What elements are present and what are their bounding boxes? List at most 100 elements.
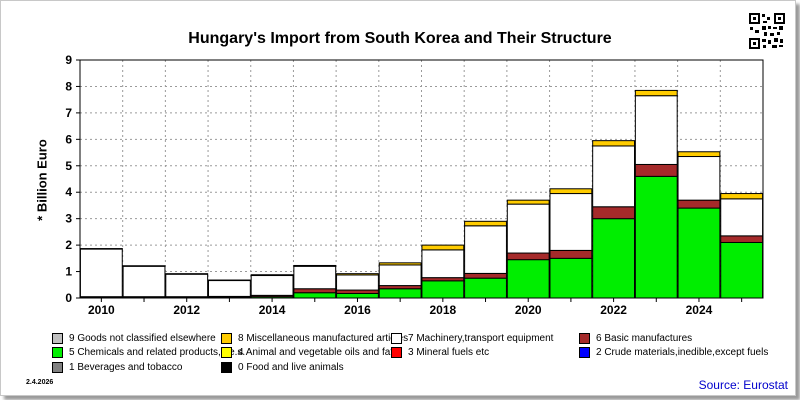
x-tick-label: 2014: [259, 303, 286, 317]
bar-segment: [79, 248, 123, 298]
legend-item: 4 Animal and vegetable oils and fats: [221, 347, 398, 358]
qr-code-icon: [748, 12, 786, 50]
legend-label: 5 Chemicals and related products,n.e.s.: [69, 347, 246, 358]
x-tick-label: 2022: [600, 303, 627, 317]
x-tick-label: 2010: [88, 303, 115, 317]
y-tick-label: 0: [65, 291, 72, 305]
bar-segment: [336, 289, 379, 295]
bar-segment: [592, 218, 636, 299]
y-tick-label: 4: [65, 185, 72, 199]
x-tick-label: 2020: [515, 303, 542, 317]
y-tick-label: 8: [65, 79, 72, 93]
legend-label: 4 Animal and vegetable oils and fats: [238, 347, 399, 358]
legend-swatch: [391, 333, 402, 344]
legend-swatch: [221, 347, 232, 358]
legend-label: 7 Machinery,transport equipment: [408, 333, 554, 344]
bar-segment: [549, 193, 593, 251]
bar-segment: [250, 275, 294, 296]
bar-segment: [207, 280, 251, 297]
date-stamp: 2.4.2026: [26, 379, 54, 386]
bar-segment: [79, 248, 123, 250]
bar-segment: [549, 188, 593, 195]
bar-segment: [421, 280, 465, 299]
bar-segment: [592, 140, 636, 147]
legend-swatch: [52, 362, 63, 373]
bar-segment: [634, 89, 678, 97]
legend-swatch: [579, 347, 590, 358]
legend-swatch: [52, 347, 63, 358]
bar-segment: [506, 259, 550, 299]
bar-segment: [336, 293, 379, 299]
bar-segment: [506, 252, 550, 261]
legend-swatch: [579, 333, 590, 344]
bar-segment: [549, 249, 593, 259]
y-tick-label: 9: [65, 53, 72, 67]
legend-item: 2 Crude materials,inedible,except fuels: [579, 347, 768, 358]
y-tick-label: 2: [65, 238, 72, 252]
source-label: Source: Eurostat: [698, 378, 788, 392]
legend-label: 8 Miscellaneous manufactured articles: [238, 333, 409, 344]
bar-segment: [378, 288, 422, 299]
plot-border: [79, 59, 764, 299]
bar-segment: [293, 264, 337, 267]
x-tick-label: 2018: [429, 303, 456, 317]
legend-item: 3 Mineral fuels etc: [391, 347, 489, 358]
legend-label: 3 Mineral fuels etc: [408, 347, 490, 358]
bar-segment: [464, 220, 507, 227]
legend-swatch: [221, 362, 232, 373]
legend-label: 1 Beverages and tobacco: [69, 362, 183, 373]
legend-label: 2 Crude materials,inedible,except fuels: [596, 347, 769, 358]
bar-segment: [549, 257, 593, 299]
bar-segment: [336, 274, 379, 291]
bar-segment: [634, 95, 678, 165]
legend-swatch: [221, 333, 232, 344]
legend-swatch: [52, 333, 63, 344]
legend-label: 0 Food and live animals: [238, 362, 344, 373]
bar-segment: [720, 198, 764, 237]
legend-item: 7 Machinery,transport equipment: [391, 333, 553, 344]
bar-segment: [506, 203, 550, 254]
x-tick-label: 2016: [344, 303, 371, 317]
bar-segment: [378, 262, 422, 266]
y-tick-label: 5: [65, 159, 72, 173]
legend-label: 9 Goods not classified elsewhere: [69, 333, 216, 344]
bar-segment: [122, 265, 166, 298]
bar-segment: [677, 207, 721, 299]
legend-label: 6 Basic manufactures: [596, 333, 693, 344]
legend-item: 6 Basic manufactures: [579, 333, 692, 344]
bar-segment: [720, 241, 764, 299]
legend-item: 8 Miscellaneous manufactured articles: [221, 333, 408, 344]
legend-item: 1 Beverages and tobacco: [52, 362, 182, 373]
bar-segment: [336, 273, 379, 276]
bar-segment: [592, 145, 636, 208]
bar-segment: [421, 249, 465, 279]
bar-segment: [720, 193, 764, 200]
bar-segment: [378, 264, 422, 287]
x-tick-label: 2024: [686, 303, 713, 317]
legend-item: 0 Food and live animals: [221, 362, 344, 373]
y-tick-label: 1: [65, 265, 72, 279]
bar-segment: [677, 151, 721, 158]
legend-item: 9 Goods not classified elsewhere: [52, 333, 216, 344]
y-tick-label: 6: [65, 132, 72, 146]
bar-segment: [293, 288, 337, 294]
bar-segment: [293, 292, 337, 299]
bar-segment: [506, 199, 550, 205]
bar-segment: [677, 199, 721, 209]
bar-segment: [592, 206, 636, 220]
bar-segment: [634, 175, 678, 299]
bar-segment: [720, 235, 764, 243]
y-tick-label: 3: [65, 212, 72, 226]
bar-segment: [293, 265, 337, 290]
bar-segment: [207, 279, 251, 282]
bar-segment: [464, 272, 507, 279]
bar-segment: [122, 265, 166, 267]
bar-segment: [464, 225, 507, 274]
bar-segment: [677, 156, 721, 201]
bar-segment: [165, 273, 209, 275]
bar-segment: [421, 244, 465, 251]
bar-segment: [634, 163, 678, 177]
legend-item: 5 Chemicals and related products,n.e.s.: [52, 347, 245, 358]
y-tick-label: 7: [65, 106, 72, 120]
